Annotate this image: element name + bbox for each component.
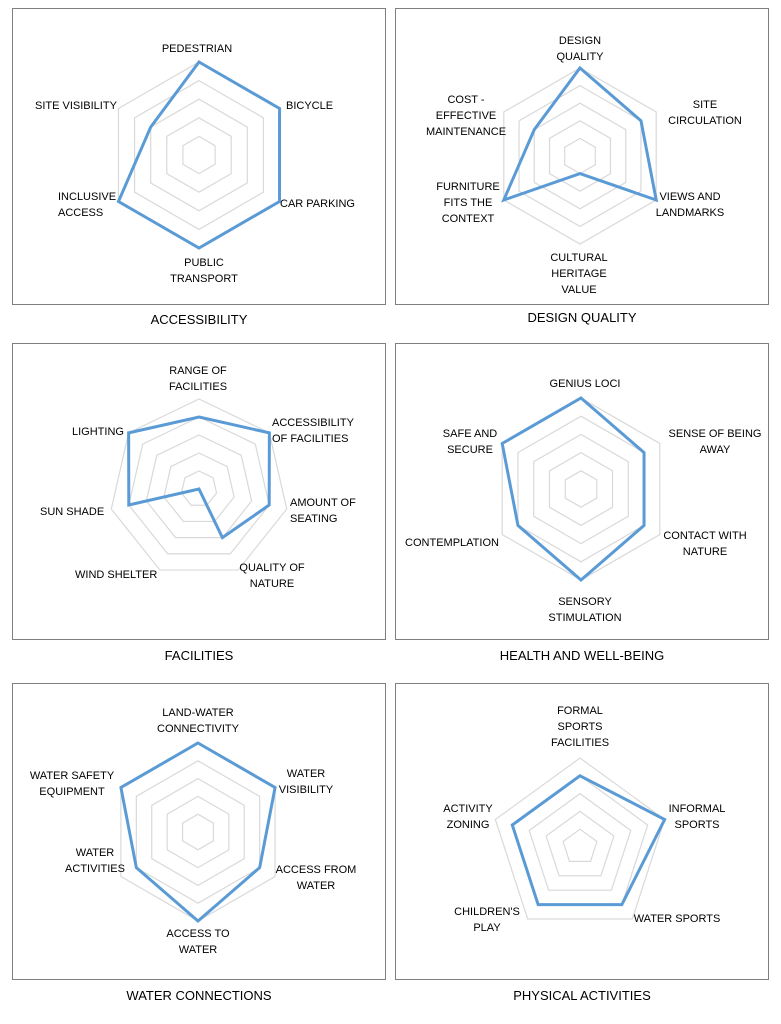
series-line: [510, 774, 667, 907]
grid-ring: [548, 120, 612, 192]
axis-label: WATER VISIBILITY: [279, 768, 334, 796]
grid-ring: [133, 79, 265, 231]
axis-label: PUBLIC TRANSPORT: [170, 257, 238, 285]
axis-label: QUALITY OF NATURE: [239, 562, 304, 590]
axis-label: WATER SAFETY EQUIPMENT: [30, 770, 115, 798]
axis-label: ACTIVITY ZONING: [443, 803, 493, 831]
axis-label: LAND-WATER CONNECTIVITY: [157, 707, 240, 735]
chart-title: WATER CONNECTIONS: [126, 988, 272, 1003]
chart-title: HEALTH AND WELL-BEING: [499, 648, 665, 663]
chart-frame: [12, 8, 386, 305]
axis-label: CONTEMPLATION: [405, 537, 499, 549]
chart-frame: [12, 343, 386, 640]
axis-label: DESIGN QUALITY: [556, 35, 604, 63]
axis-label: GENIUS LOCI: [550, 378, 621, 390]
axis-label: WATER ACTIVITIES: [65, 847, 125, 875]
axis-label: SITE CIRCULATION: [668, 99, 742, 127]
axis-label: ACCESSIBILITY OF FACILITIES: [272, 417, 355, 445]
grid-ring: [110, 398, 288, 571]
grid-ring: [135, 760, 261, 904]
axis-label: SENSE OF BEING AWAY: [669, 428, 762, 456]
axis-label: WIND SHELTER: [75, 569, 157, 581]
grid-ring: [145, 434, 253, 539]
grid-ring: [180, 470, 218, 506]
chart-frame: [395, 683, 769, 980]
axis-label: SAFE AND SECURE: [443, 428, 497, 456]
chart-title: ACCESSIBILITY: [150, 312, 248, 327]
axis-label: SUN SHADE: [40, 506, 104, 518]
axis-label: PEDESTRIAN: [162, 43, 232, 55]
axis-label: COST -EFFECTIVE MAINTENANCE: [426, 94, 506, 138]
axis-label: LIGHTING: [72, 426, 124, 438]
grid-ring: [564, 470, 598, 508]
grid-ring: [163, 452, 235, 523]
axis-label: SITE VISIBILITY: [35, 100, 118, 112]
axis-label: CAR PARKING: [280, 198, 355, 210]
grid-ring: [533, 433, 629, 545]
axis-label: FURNITURE FITS THE CONTEXT: [436, 181, 500, 225]
axis-label: AMOUNT OF SEATING: [290, 497, 356, 525]
chart-title: PHYSICAL ACTIVITIES: [513, 988, 651, 1003]
axis-label: ACCESS TO WATER: [166, 928, 230, 956]
axis-label: INCLUSIVE ACCESS: [58, 191, 116, 219]
axis-label: CONTACT WITH NATURE: [663, 530, 746, 558]
grid-ring: [545, 810, 615, 877]
axis-label: CHILDREN'S PLAY: [454, 906, 520, 934]
grid-ring: [151, 777, 245, 887]
grid-ring: [528, 792, 632, 891]
axis-label: WATER SPORTS: [634, 913, 721, 925]
axis-label: VIEWS AND LANDMARKS: [656, 191, 724, 219]
grid-ring: [166, 795, 230, 869]
axis-label: FORMAL SPORTS FACILITIES: [551, 705, 609, 749]
axis-label: BICYCLE: [286, 100, 333, 112]
axis-label: INFORMAL SPORTS: [669, 803, 726, 831]
grid-ring: [128, 416, 270, 555]
series-line: [127, 415, 271, 540]
grid-ring: [562, 828, 598, 863]
chart-frame: [395, 8, 769, 305]
chart-title: DESIGN QUALITY: [527, 310, 637, 325]
chart-title: FACILITIES: [164, 648, 234, 663]
grid-ring: [503, 67, 657, 245]
grid-ring: [166, 117, 232, 193]
chart-frame: [12, 683, 386, 980]
axis-label: SENSORY STIMULATION: [548, 596, 621, 624]
axis-label: ACCESS FROM WATER: [276, 864, 357, 892]
grid-ring: [182, 135, 216, 175]
axis-label: RANGE OF FACILITIES: [169, 365, 227, 393]
grid-ring: [181, 813, 215, 851]
grid-ring: [548, 451, 614, 527]
grid-ring: [494, 757, 666, 920]
axis-label: CULTURAL HERITAGE VALUE: [550, 252, 607, 296]
chart-frame: [395, 343, 769, 640]
